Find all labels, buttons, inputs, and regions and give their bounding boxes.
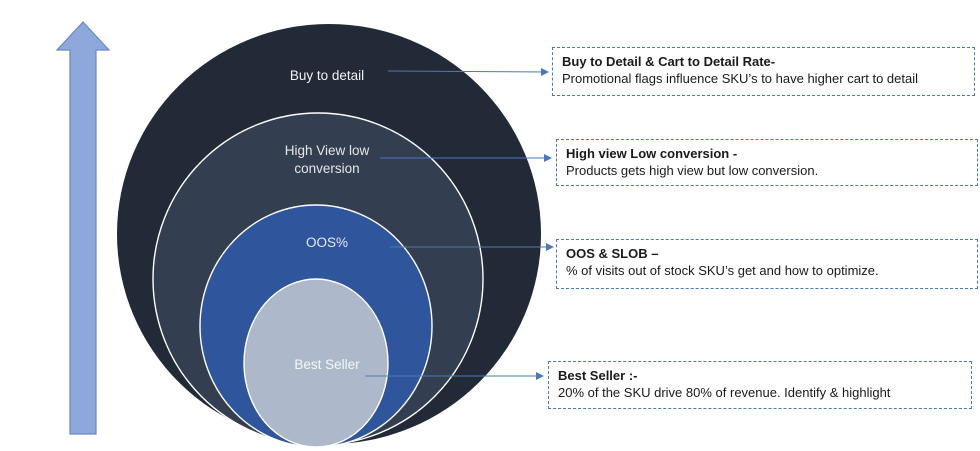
circle-label-high-view-line-2: conversion xyxy=(294,161,359,176)
callout-title: High view Low conversion - xyxy=(566,146,738,161)
circle-label-oos: OOS% xyxy=(306,235,348,250)
callout-oos: OOS & SLOB – % of visits out of stock SK… xyxy=(556,239,978,289)
callout-buy-to-detail: Buy to Detail & Cart to Detail Rate- Pro… xyxy=(552,47,975,96)
upward-arrow-icon xyxy=(55,21,111,435)
connector-buy-to-detail xyxy=(387,67,549,76)
circle-label-high-view-line-1: High View low xyxy=(285,143,370,158)
callout-title: OOS & SLOB – xyxy=(566,246,659,261)
callout-description: Products gets high view but low conversi… xyxy=(566,163,819,178)
callout-title: Buy to Detail & Cart to Detail Rate- xyxy=(562,54,776,69)
callout-description: % of visits out of stock SKU’s get and h… xyxy=(566,263,879,278)
callout-best-seller: Best Seller :- 20% of the SKU drive 80% … xyxy=(548,361,972,409)
callout-title: Best Seller :- xyxy=(558,368,638,383)
ring-best-seller xyxy=(243,278,389,448)
callout-high-view-low-conversion: High view Low conversion - Products gets… xyxy=(556,139,978,186)
circle-label-best-seller: Best Seller xyxy=(294,357,360,372)
callout-description: Promotional flags influence SKU’s to hav… xyxy=(562,71,919,86)
circle-label-buy-to-detail: Buy to detail xyxy=(290,68,364,83)
callout-description: 20% of the SKU drive 80% of revenue. Ide… xyxy=(558,385,891,400)
